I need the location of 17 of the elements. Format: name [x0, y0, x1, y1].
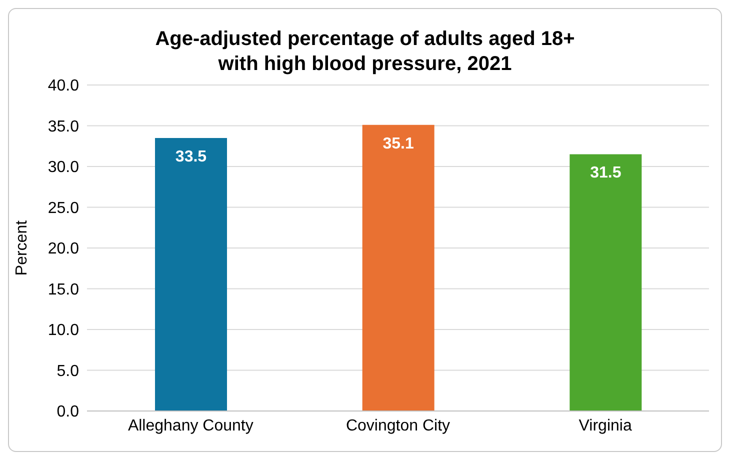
y-tick-label: 10.0	[48, 322, 80, 340]
y-tick-label: 30.0	[48, 159, 80, 176]
chart-title: Age-adjusted percentage of adults aged 18+ with high blood pressure, 2021	[154, 27, 576, 77]
data-label: 35.1	[382, 135, 414, 152]
y-tick-label: 35.0	[48, 118, 80, 136]
y-tick-label: 5.0	[56, 362, 80, 380]
y-tick-label: 25.0	[48, 200, 80, 217]
y-tick-label: 15.0	[48, 281, 80, 298]
x-tick-label: Virginia	[578, 417, 632, 434]
data-label: 33.5	[175, 148, 207, 166]
y-tick-label: 40.0	[48, 78, 80, 95]
y-tick-label: 20.0	[48, 240, 80, 258]
y-axis-title: Percent	[14, 220, 31, 276]
x-tick-label: Covington City	[346, 417, 450, 434]
data-label: 31.5	[590, 164, 622, 182]
y-tick-label: 0.0	[56, 404, 80, 421]
x-tick-label: Alleghany County	[128, 417, 254, 434]
